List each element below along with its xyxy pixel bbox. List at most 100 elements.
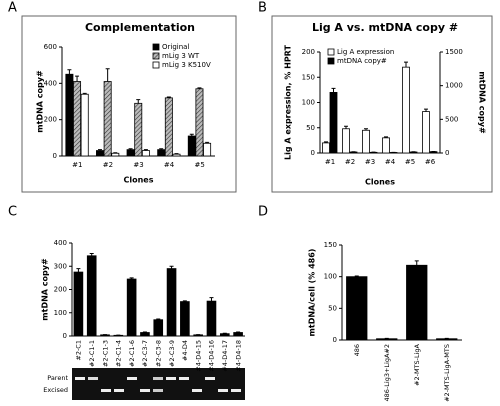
y2-tick-label: 1500 — [445, 48, 463, 56]
bar — [96, 150, 104, 157]
panel-letter: D — [258, 205, 268, 220]
bar — [111, 152, 120, 157]
bar — [172, 153, 181, 157]
x-tick-label: #4-D4-16 — [208, 340, 216, 372]
error-bar — [98, 149, 102, 151]
legend-swatch — [152, 61, 160, 69]
error-bar — [331, 87, 336, 93]
error-bar — [189, 133, 194, 137]
error-bar — [424, 108, 428, 112]
legend-label: mLig 3 WT — [162, 52, 200, 60]
x-tick-label: #2-C1-3 — [101, 340, 109, 367]
gel-image — [72, 368, 245, 400]
bar — [203, 142, 212, 157]
gel-label: Excised — [43, 386, 68, 394]
x-tick-label: #2-C3-8 — [155, 340, 163, 367]
bar — [233, 332, 243, 337]
bar — [180, 301, 190, 337]
x-tick-label: 486 — [353, 344, 361, 356]
bar — [126, 278, 137, 337]
bar — [140, 332, 150, 337]
chart-title: Lig A vs. mtDNA copy # — [312, 21, 458, 34]
legend-swatch — [327, 57, 335, 65]
panel-letter: B — [258, 1, 267, 16]
x-tick-label: #2-C1-4 — [115, 340, 123, 367]
y-axis-label: Lig A expression, % HPRT — [284, 45, 293, 160]
x-tick-label: #2 — [345, 158, 355, 166]
bar — [422, 111, 430, 154]
error-bar — [354, 275, 359, 277]
y-tick-label: 50 — [306, 124, 315, 132]
error-bar — [169, 265, 174, 269]
bar — [362, 129, 370, 154]
x-tick-label: #4-D4-15 — [194, 340, 202, 372]
error-bar — [404, 61, 408, 68]
x-tick-label: #2-C3-9 — [168, 340, 176, 367]
error-bar — [75, 75, 80, 82]
y-tick-label: 300 — [54, 262, 67, 270]
error-bar — [128, 148, 133, 150]
bar — [153, 319, 164, 337]
y-tick-label: 400 — [54, 239, 67, 247]
error-bar — [182, 300, 187, 302]
y-tick-label: 0 — [311, 149, 315, 157]
bar — [322, 142, 330, 154]
legend-label: Lig A expression — [337, 48, 394, 56]
x-tick-label: #4-D4-17 — [221, 340, 229, 372]
error-bar — [156, 318, 161, 320]
legend-label: Original — [162, 43, 189, 51]
gel-label: Parent — [47, 374, 68, 382]
bar — [219, 333, 230, 337]
error-bar — [384, 136, 388, 138]
y-tick-label: 200 — [44, 116, 57, 124]
y-axis-label: mtDNA/cell (% 486) — [308, 249, 317, 337]
y-tick-label: 100 — [302, 99, 315, 107]
error-bar — [205, 141, 210, 144]
bar — [164, 97, 173, 157]
error-bar — [67, 69, 72, 75]
bar — [206, 300, 217, 337]
x-tick-label: #2-MTS-LigA-MTS — [443, 344, 451, 402]
legend-label: mLig 3 K510V — [162, 61, 211, 69]
bar — [436, 338, 458, 341]
bar — [157, 149, 166, 157]
bar — [134, 102, 143, 157]
error-bar — [82, 92, 87, 95]
error-bar — [174, 153, 179, 155]
x-tick-label: #4-D4-18 — [234, 340, 242, 372]
error-bar — [364, 128, 368, 131]
bar — [73, 81, 82, 157]
error-bar — [136, 99, 141, 104]
y-tick-label: 150 — [324, 241, 337, 249]
panel-letter: C — [8, 205, 17, 220]
bar — [329, 92, 338, 154]
error-bar — [197, 87, 202, 89]
panel-frame — [21, 15, 237, 193]
bar — [346, 276, 368, 341]
panel-letter: A — [8, 1, 17, 16]
error-bar — [105, 68, 110, 82]
x-tick-label: #2-C3-7 — [141, 340, 149, 367]
error-bar — [129, 277, 134, 280]
bar — [342, 128, 350, 154]
error-bar — [159, 148, 164, 150]
chart-title: Complementation — [85, 21, 195, 34]
bar — [382, 137, 390, 154]
legend-swatch — [152, 43, 160, 51]
bar — [73, 271, 84, 337]
error-bar — [166, 96, 171, 98]
error-bar — [324, 141, 328, 143]
x-tick-label: #1 — [72, 161, 82, 169]
x-tick-label: #5 — [405, 158, 415, 166]
y-tick-label: 0 — [63, 332, 67, 340]
y2-tick-label: 0 — [445, 149, 449, 157]
x-tick-label: #4 — [385, 158, 396, 166]
y2-tick-label: 500 — [445, 115, 458, 123]
bar — [103, 81, 112, 157]
y-axis-label: mtDNA copy# — [36, 70, 45, 133]
bar — [141, 150, 150, 157]
bar — [195, 88, 204, 157]
bar — [166, 268, 177, 337]
y-tick-label: 400 — [44, 79, 57, 87]
x-tick-label: #3 — [133, 161, 143, 169]
